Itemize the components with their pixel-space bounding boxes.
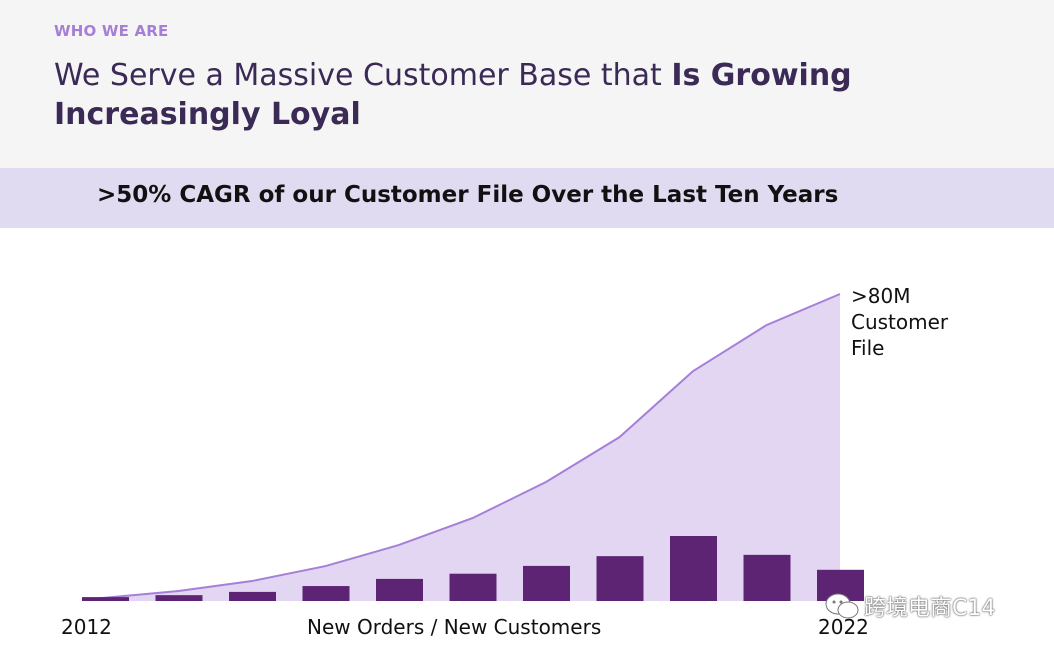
end-annotation-line: Customer <box>851 310 949 334</box>
bar-2018 <box>523 565 570 601</box>
title-bold: Is Growing Increasingly Loyal <box>54 58 852 132</box>
bar-2015 <box>302 586 350 601</box>
bar-2014 <box>229 591 276 601</box>
bar-2012 <box>82 597 129 601</box>
bar-2019 <box>596 556 644 601</box>
bar-2016 <box>376 578 423 601</box>
x-axis-label: New Orders / New Customers <box>307 615 602 639</box>
eyebrow: WHO WE ARE <box>54 22 169 40</box>
bar-2017 <box>449 573 497 601</box>
end-annotation-line: >80M <box>851 284 911 308</box>
customer-file-area <box>82 294 840 601</box>
end-annotation-line: File <box>851 336 885 360</box>
wechat-icon <box>825 593 859 619</box>
bar-2013 <box>155 595 203 601</box>
watermark: 跨境电商C14 <box>824 590 995 622</box>
x-end-label: 2022 <box>818 615 869 639</box>
x-start-label: 2012 <box>61 615 112 639</box>
subtitle-band: >50% CAGR of our Customer File Over the … <box>0 168 1054 228</box>
end-annotation: >80M Customer File <box>851 283 948 361</box>
page-title: We Serve a Massive Customer Base that Is… <box>54 56 954 134</box>
header-section: WHO WE ARE We Serve a Massive Customer B… <box>0 0 1054 168</box>
bar-2021 <box>743 554 791 601</box>
watermark-text: 跨境电商C14 <box>864 596 996 621</box>
band-text: >50% CAGR of our Customer File Over the … <box>97 182 839 208</box>
customer-file-line <box>81 293 841 601</box>
title-regular: We Serve a Massive Customer Base that <box>54 58 672 93</box>
bar-2020 <box>670 536 717 601</box>
